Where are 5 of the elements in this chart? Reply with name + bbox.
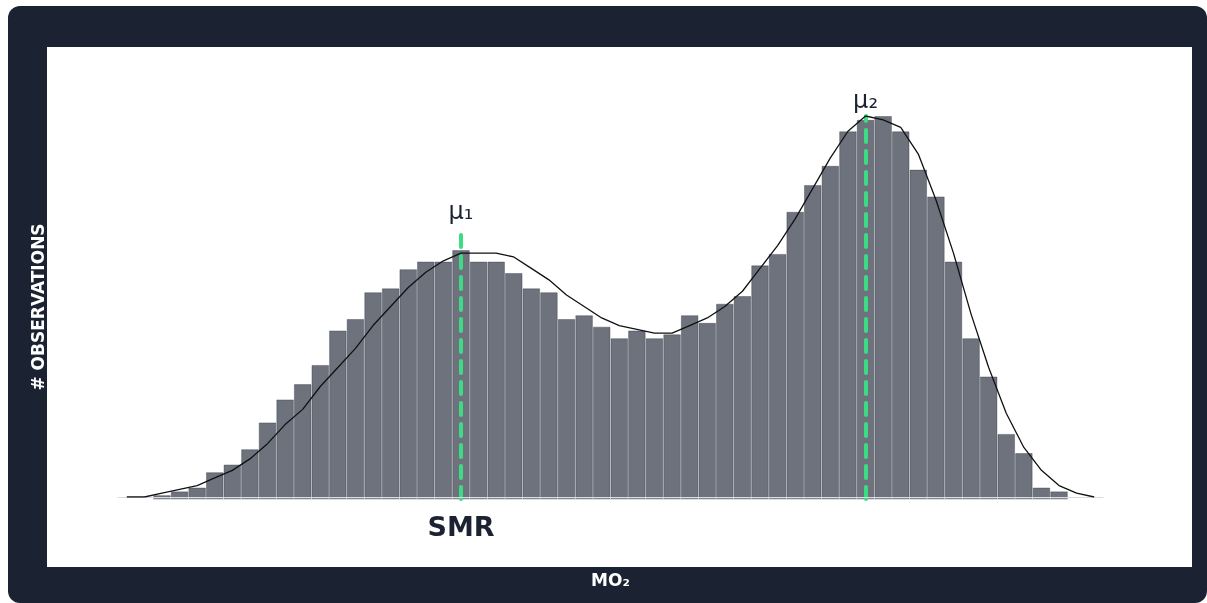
text: SMR bbox=[427, 511, 495, 542]
x-axis-title: MO₂ bbox=[591, 569, 630, 590]
y-axis-title: # OBSERVATIONS bbox=[28, 223, 48, 391]
annotation: μ₁ bbox=[448, 197, 474, 226]
text: μ₂ bbox=[853, 86, 878, 114]
